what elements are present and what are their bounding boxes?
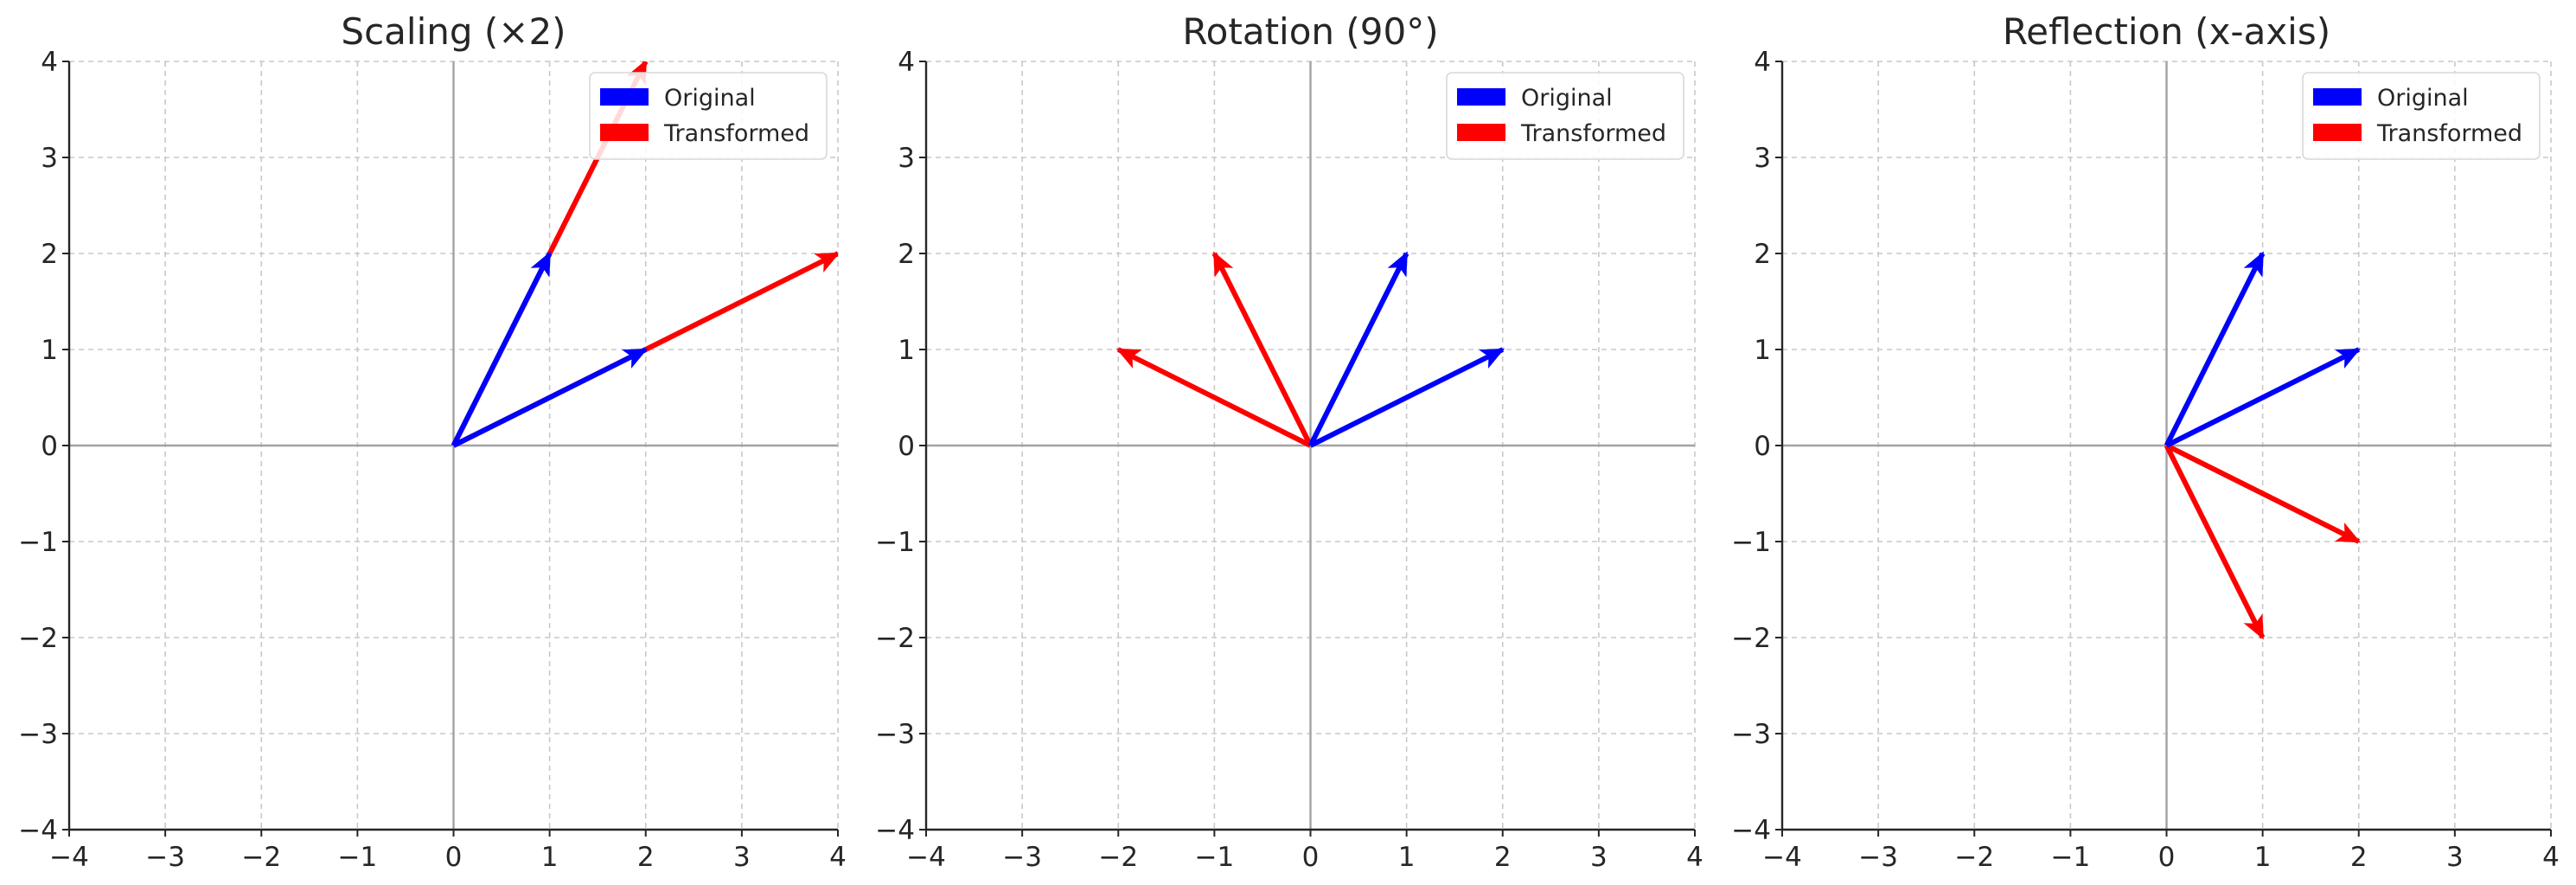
x-tick-label: 0 bbox=[2158, 842, 2176, 873]
x-tick-label: 4 bbox=[2542, 842, 2560, 873]
vector-layer bbox=[2164, 251, 2362, 640]
legend: Original Transformed bbox=[1446, 72, 1684, 160]
x-tick-label: −1 bbox=[338, 842, 378, 873]
legend-swatch-original bbox=[2313, 88, 2362, 106]
x-tick-label: 1 bbox=[2254, 842, 2272, 873]
x-tick-label: −2 bbox=[1954, 842, 1994, 873]
y-tick-label: −1 bbox=[875, 527, 915, 558]
legend-swatch-transformed bbox=[1457, 124, 1505, 141]
legend-label-original: Original bbox=[1521, 85, 1613, 112]
x-tick-label: −1 bbox=[2051, 842, 2091, 873]
legend-label-transformed: Transformed bbox=[2376, 120, 2522, 147]
legend-swatch-transformed bbox=[2313, 124, 2362, 141]
chart-title: Rotation (90°) bbox=[1182, 10, 1438, 53]
chart-title: Reflection (x-axis) bbox=[2003, 10, 2330, 53]
y-tick-label: 4 bbox=[898, 47, 915, 78]
y-tick-label: 3 bbox=[898, 143, 915, 174]
y-tick-label: −2 bbox=[18, 623, 58, 654]
y-tick-label: 0 bbox=[1754, 431, 1771, 462]
original-vector-arrow bbox=[452, 347, 649, 448]
x-tick-label: 4 bbox=[829, 842, 847, 873]
chart-panel-rotation-90: −4 −3 −2 −1 0 1 2 3 4 −4 −3 −2 −1 0 1 2 3 4 Rotation (90°)… bbox=[875, 10, 1703, 873]
y-tick-label: 3 bbox=[1754, 143, 1771, 174]
y-tick-label: −2 bbox=[1731, 623, 1771, 654]
x-tick-label: 3 bbox=[1590, 842, 1608, 873]
x-tick-label: −4 bbox=[49, 842, 89, 873]
y-tick-label: −3 bbox=[18, 719, 58, 750]
x-tick-label: −4 bbox=[1762, 842, 1802, 873]
legend-label-original: Original bbox=[2377, 85, 2469, 112]
transformed-vector-arrow bbox=[1211, 251, 1314, 447]
original-vector-arrow bbox=[1307, 251, 1409, 447]
legend-label-transformed: Transformed bbox=[663, 120, 809, 147]
y-tick-label: 0 bbox=[898, 431, 915, 462]
y-tick-label: 4 bbox=[41, 47, 58, 78]
legend-label-transformed: Transformed bbox=[1520, 120, 1666, 147]
chart-title: Scaling (×2) bbox=[341, 10, 566, 53]
y-tick-label: −3 bbox=[1731, 719, 1771, 750]
x-tick-label: −1 bbox=[1195, 842, 1235, 873]
x-tick-label: 0 bbox=[1302, 842, 1320, 873]
x-tick-label: 4 bbox=[1686, 842, 1703, 873]
x-tick-label: −2 bbox=[1098, 842, 1138, 873]
y-tick-label: −4 bbox=[875, 815, 915, 846]
x-tick-label: 3 bbox=[2446, 842, 2464, 873]
original-vector-arrow bbox=[2165, 347, 2362, 448]
y-tick-label: 1 bbox=[41, 335, 58, 366]
x-tick-label: 1 bbox=[1398, 842, 1416, 873]
y-tick-label: 1 bbox=[1754, 335, 1771, 366]
transformed-vector-arrow bbox=[2165, 443, 2362, 544]
y-tick-label: 2 bbox=[1754, 239, 1771, 270]
y-tick-label: 4 bbox=[1754, 47, 1771, 78]
legend-frame bbox=[589, 72, 828, 160]
legend: Original Transformed bbox=[2302, 72, 2541, 160]
legend-swatch-transformed bbox=[600, 124, 649, 141]
chart-panel-reflection-x-axis: −4 −3 −2 −1 0 1 2 3 4 −4 −3 −2 −1 0 1 2 3 4 Reflection (x-… bbox=[1731, 10, 2560, 873]
y-tick-label: −3 bbox=[875, 719, 915, 750]
legend: Original Transformed bbox=[589, 72, 828, 160]
y-tick-label: −4 bbox=[18, 815, 58, 846]
y-tick-label: −4 bbox=[1731, 815, 1771, 846]
x-tick-label: 1 bbox=[541, 842, 559, 873]
original-vector-arrow bbox=[1309, 347, 1505, 448]
x-tick-label: −3 bbox=[1002, 842, 1042, 873]
y-tick-label: 2 bbox=[898, 239, 915, 270]
original-vector-arrow bbox=[451, 251, 553, 447]
x-tick-label: 2 bbox=[637, 842, 655, 873]
chart-panel-scaling-2: −4 −3 −2 −1 0 1 2 3 4 −4 −3 −2 −1 0 1 2 3 4 Scaling (×2) Or… bbox=[18, 10, 847, 873]
legend-frame bbox=[2302, 72, 2541, 160]
x-tick-label: −2 bbox=[241, 842, 281, 873]
x-tick-label: 3 bbox=[733, 842, 751, 873]
x-tick-label: −3 bbox=[145, 842, 185, 873]
x-tick-label: 0 bbox=[445, 842, 463, 873]
y-tick-label: 1 bbox=[898, 335, 915, 366]
x-tick-label: 2 bbox=[1494, 842, 1512, 873]
y-tick-label: −2 bbox=[875, 623, 915, 654]
y-tick-label: −1 bbox=[1731, 527, 1771, 558]
vector-layer bbox=[1115, 251, 1505, 448]
y-tick-label: 3 bbox=[41, 143, 58, 174]
legend-swatch-original bbox=[600, 88, 649, 106]
y-tick-label: 0 bbox=[41, 431, 58, 462]
legend-label-original: Original bbox=[664, 85, 756, 112]
transformed-vector-arrow bbox=[2164, 444, 2266, 640]
x-tick-label: −3 bbox=[1858, 842, 1898, 873]
x-tick-label: −4 bbox=[906, 842, 946, 873]
legend-frame bbox=[1446, 72, 1684, 160]
transformed-vector-arrow bbox=[1115, 347, 1312, 448]
legend-swatch-original bbox=[1457, 88, 1505, 106]
original-vector-arrow bbox=[2164, 251, 2266, 447]
y-tick-label: 2 bbox=[41, 239, 58, 270]
x-tick-label: 2 bbox=[2350, 842, 2368, 873]
y-tick-label: −1 bbox=[18, 527, 58, 558]
